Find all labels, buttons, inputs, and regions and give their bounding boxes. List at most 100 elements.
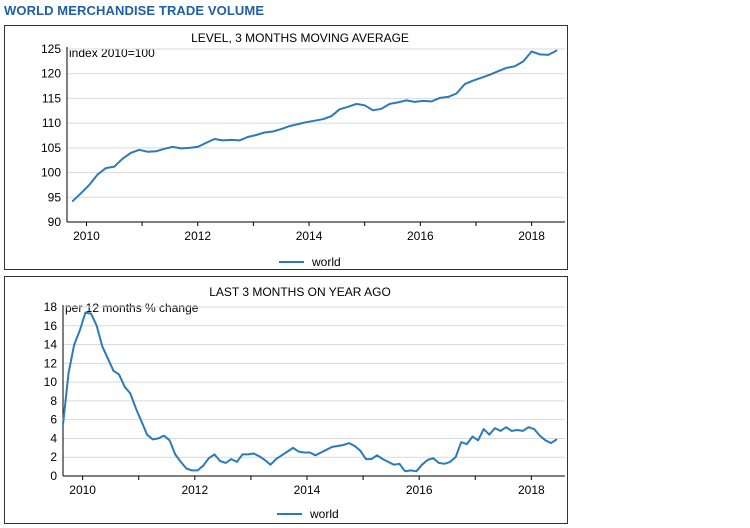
level-x-tick-label: 2014 bbox=[296, 229, 323, 243]
growth-data-point bbox=[292, 447, 294, 449]
level-data-point bbox=[288, 125, 291, 127]
growth-data-point bbox=[387, 461, 390, 463]
level-data-point bbox=[205, 142, 207, 144]
level-data-point bbox=[539, 53, 541, 56]
growth-y-tick-label: 2 bbox=[50, 450, 57, 464]
level-data-point bbox=[96, 173, 99, 176]
level-data-point bbox=[530, 50, 533, 53]
growth-data-point bbox=[482, 428, 485, 430]
level-legend-label: world bbox=[311, 255, 341, 269]
growth-data-point bbox=[269, 463, 272, 466]
level-x-tick-label: 2010 bbox=[73, 229, 100, 243]
growth-data-point bbox=[112, 370, 115, 372]
growth-y-tick-label: 16 bbox=[44, 319, 58, 333]
growth-data-point bbox=[320, 451, 322, 454]
growth-data-point bbox=[140, 420, 143, 423]
growth-data-point bbox=[544, 439, 547, 442]
level-data-point bbox=[221, 139, 224, 142]
level-data-point bbox=[388, 103, 391, 105]
growth-data-point bbox=[359, 449, 362, 452]
level-data-point bbox=[522, 60, 525, 63]
level-x-tick-label: 2016 bbox=[407, 229, 434, 243]
growth-data-point bbox=[325, 448, 328, 451]
level-series-line bbox=[71, 49, 558, 202]
level-data-point bbox=[413, 101, 416, 103]
growth-data-point bbox=[494, 427, 496, 429]
level-x-tick-label: 2018 bbox=[518, 229, 545, 243]
growth-data-point bbox=[174, 453, 176, 456]
growth-data-point bbox=[516, 429, 519, 431]
growth-plot: 0 2 4 6 8 10 12 14 16 18 2010 2012 2014 2016 2018 bbox=[44, 300, 565, 497]
level-data-point bbox=[322, 118, 324, 120]
growth-data-point bbox=[550, 442, 552, 444]
growth-data-point bbox=[510, 430, 513, 432]
level-data-point bbox=[430, 100, 433, 103]
level-data-point bbox=[422, 100, 424, 102]
level-data-point bbox=[163, 148, 166, 150]
level-data-point bbox=[514, 65, 516, 68]
growth-data-point bbox=[135, 407, 137, 410]
growth-data-point bbox=[527, 426, 530, 428]
growth-data-point bbox=[151, 438, 154, 441]
growth-data-point bbox=[342, 444, 345, 446]
growth-data-point bbox=[163, 434, 165, 437]
growth-data-point bbox=[308, 451, 311, 454]
level-data-point bbox=[138, 149, 141, 151]
level-data-point bbox=[480, 76, 483, 79]
growth-data-point bbox=[101, 345, 104, 348]
level-data-point bbox=[380, 108, 383, 110]
growth-data-point bbox=[488, 433, 491, 436]
growth-data-point bbox=[370, 458, 373, 460]
growth-data-point bbox=[95, 324, 98, 327]
level-data-point bbox=[263, 131, 266, 134]
growth-data-point bbox=[213, 453, 216, 456]
level-data-point bbox=[397, 101, 399, 104]
growth-data-point bbox=[460, 441, 463, 443]
growth-x-tick-label: 2018 bbox=[518, 483, 545, 497]
growth-data-point bbox=[118, 373, 120, 376]
growth-data-point bbox=[421, 463, 423, 466]
growth-data-point bbox=[73, 343, 76, 346]
growth-data-point bbox=[303, 451, 305, 454]
page-title: WORLD MERCHANDISE TRADE VOLUME bbox=[4, 3, 265, 18]
level-data-point bbox=[272, 130, 274, 133]
growth-data-point bbox=[196, 469, 199, 472]
level-data-point bbox=[505, 66, 508, 69]
level-data-point bbox=[238, 139, 241, 142]
growth-data-point bbox=[533, 428, 535, 430]
growth-data-point bbox=[432, 457, 434, 459]
level-chart-title: LEVEL, 3 MONTHS MOVING AVERAGE bbox=[191, 31, 409, 45]
level-y-tick-label: 125 bbox=[41, 42, 61, 56]
level-plot: 90 95 100 105 110 115 120 125 2010 2012 2014 2016 20… bbox=[41, 42, 565, 243]
growth-data-point bbox=[365, 458, 367, 460]
growth-data-point bbox=[185, 467, 188, 470]
growth-data-point bbox=[353, 445, 356, 447]
level-data-point bbox=[472, 79, 474, 82]
level-data-point bbox=[363, 104, 366, 107]
level-data-point bbox=[372, 109, 374, 112]
growth-data-point bbox=[275, 458, 277, 460]
growth-chart-annotation: per 12 months % change bbox=[65, 301, 199, 315]
growth-chart: LAST 3 MONTHS ON YEAR AGO per 12 months … bbox=[44, 285, 565, 521]
level-data-point bbox=[213, 138, 216, 140]
level-data-point bbox=[146, 151, 149, 153]
growth-data-point bbox=[67, 371, 70, 374]
growth-data-point bbox=[62, 423, 64, 426]
growth-data-point bbox=[107, 357, 109, 360]
growth-data-point bbox=[409, 469, 412, 472]
growth-data-point bbox=[280, 454, 283, 457]
growth-data-point bbox=[404, 470, 406, 473]
level-y-tick-label: 95 bbox=[48, 190, 62, 204]
growth-data-point bbox=[179, 461, 182, 463]
level-data-point bbox=[180, 147, 182, 150]
growth-data-point bbox=[499, 430, 502, 432]
level-data-point bbox=[330, 115, 333, 118]
growth-data-point bbox=[449, 461, 451, 463]
level-data-point bbox=[171, 146, 174, 148]
growth-data-point bbox=[426, 459, 429, 461]
growth-data-point bbox=[191, 469, 193, 472]
growth-y-tick-label: 12 bbox=[44, 356, 58, 370]
growth-data-point bbox=[258, 455, 261, 458]
level-data-point bbox=[555, 49, 558, 52]
growth-y-tick-label: 8 bbox=[50, 394, 57, 408]
